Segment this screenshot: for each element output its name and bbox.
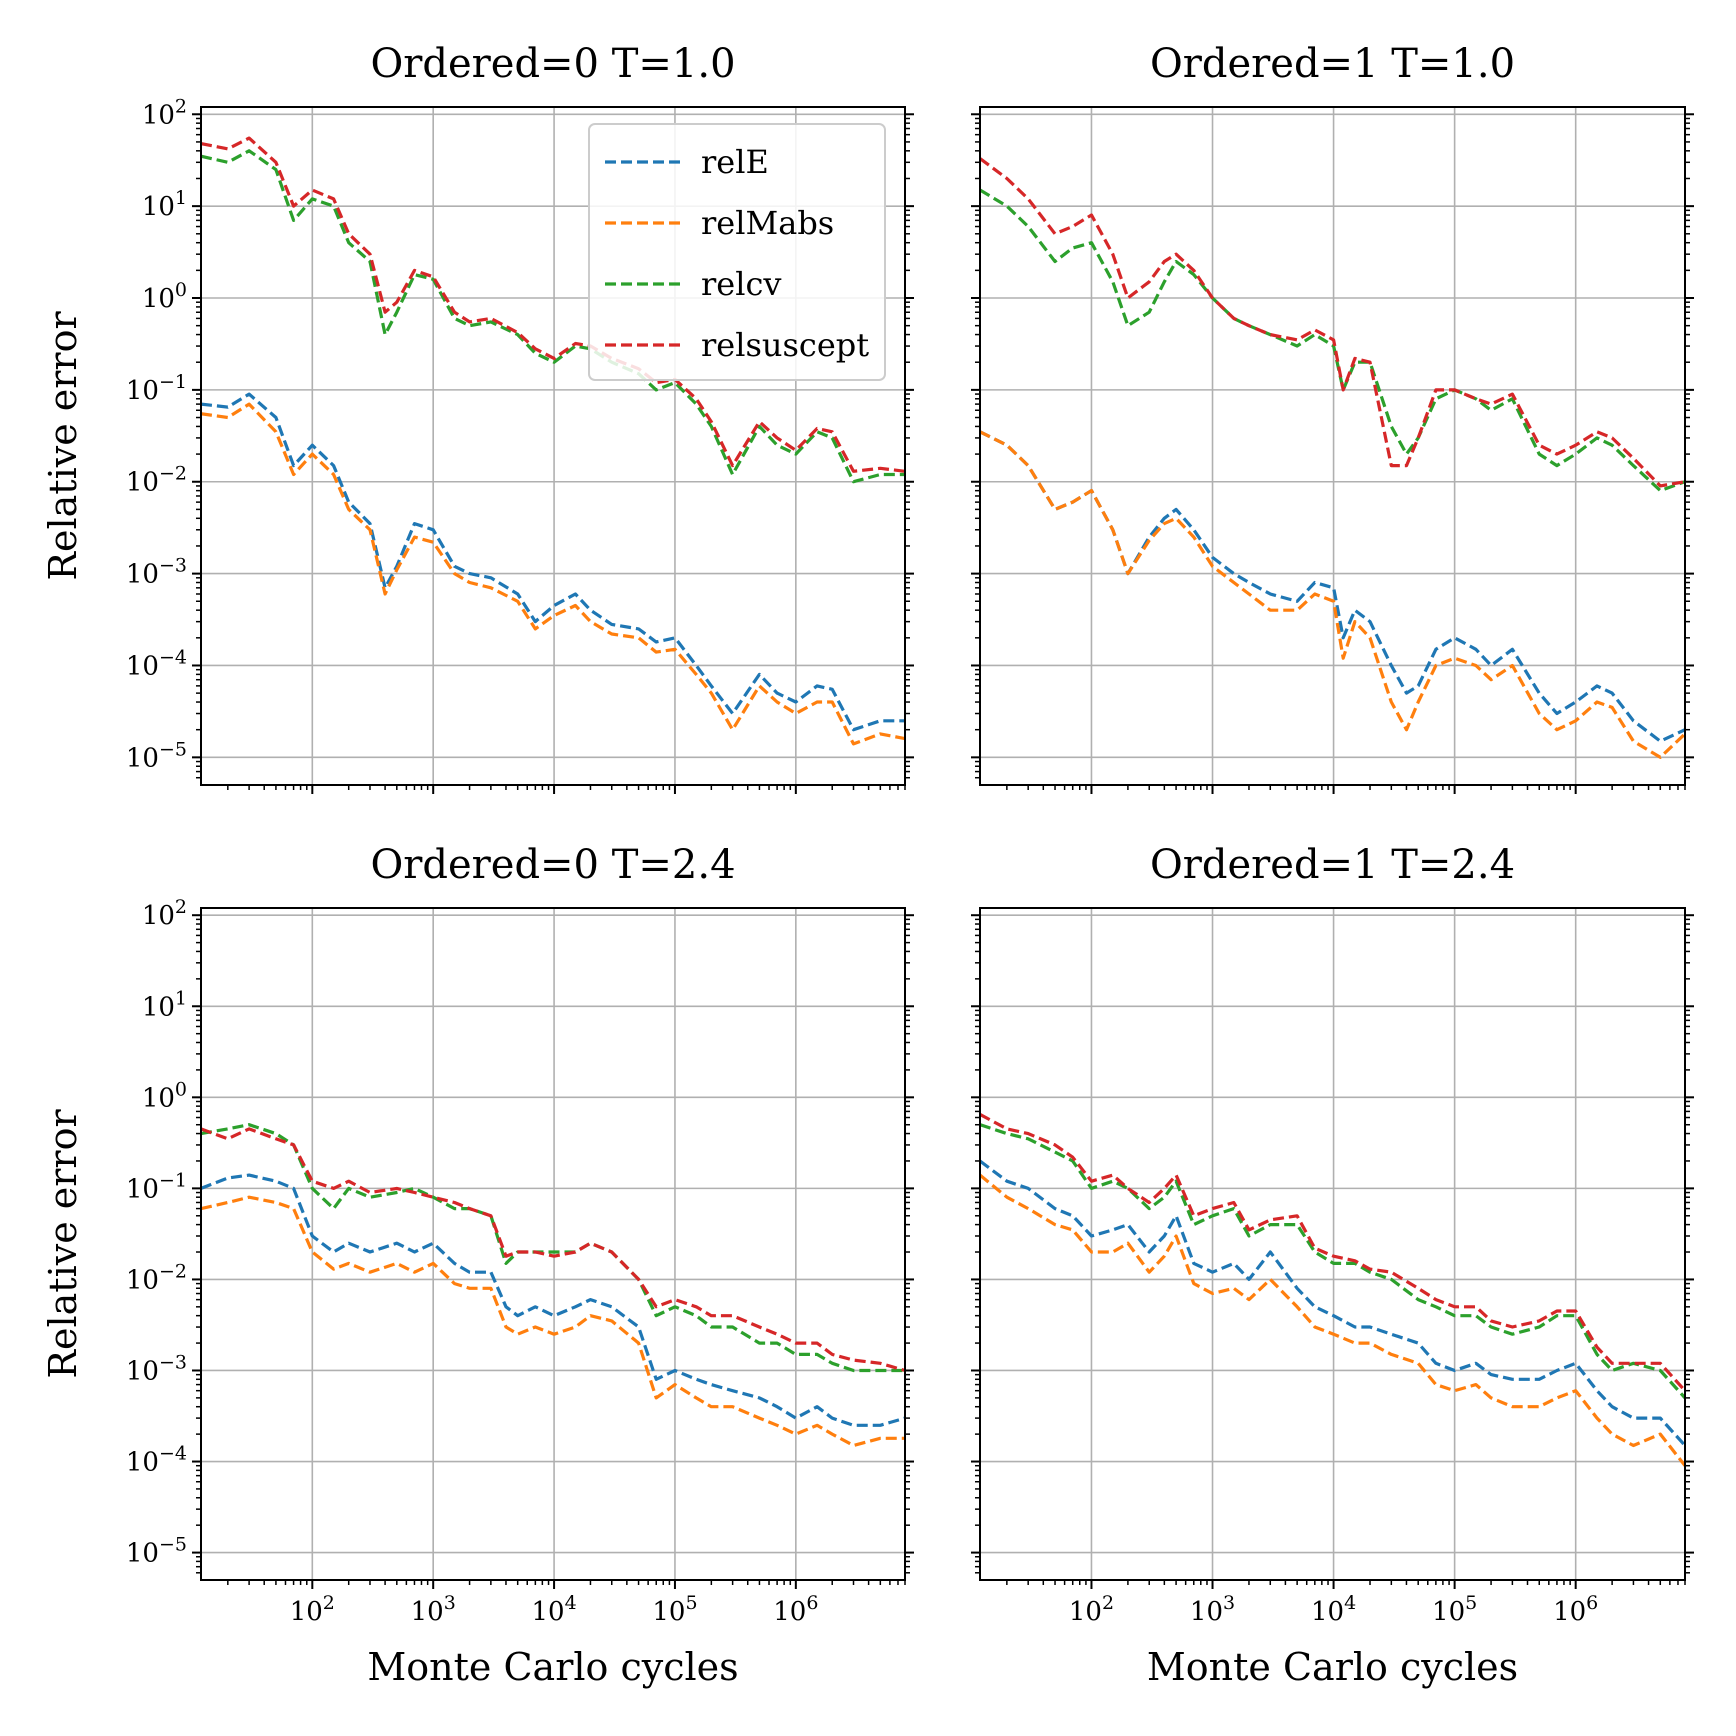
x-tick-label: 105 [652,1592,697,1627]
subplot-title: Ordered=1 T=2.4 [1150,842,1515,888]
y-tick-label: 101 [142,187,187,222]
axes-frame [200,907,906,1581]
y-tick-label: 10−2 [126,1260,187,1295]
y-tick-label: 10−4 [126,646,187,681]
legend-box [588,123,886,381]
y-tick-label: 100 [142,279,187,314]
series-line-relcv [201,1123,905,1373]
series-group [980,1112,1685,1467]
y-tick-label: 10−4 [126,1443,187,1478]
y-tick-label: 100 [142,1078,187,1113]
series-line-relsuscept [980,157,1685,488]
subplot-title: Ordered=0 T=2.4 [370,842,735,888]
series-line-relsuscept [980,1112,1685,1392]
x-tick-label: 106 [773,1592,818,1627]
series-line-relsuscept [201,136,905,473]
x-tick-label: 104 [1311,1592,1356,1627]
x-tick-label: 103 [1190,1592,1235,1627]
x-tick-label: 102 [1069,1592,1114,1627]
x-tick-label: 103 [411,1592,456,1627]
y-tick-label: 10−5 [126,1534,187,1569]
x-tick-label: 104 [531,1592,576,1627]
series-line-relMabs [980,430,1685,759]
y-tick-label: 10−1 [126,371,187,406]
y-axis-label: Relative error [41,311,85,581]
series-line-relE [201,1173,905,1427]
ticks [971,914,1694,1589]
x-axis-label: Monte Carlo cycles [1147,1645,1518,1689]
subplot-title: Ordered=1 T=1.0 [1150,41,1515,87]
x-tick-label: 102 [290,1592,335,1627]
y-tick-label: 102 [142,95,187,130]
series-group [201,136,905,746]
legend: relE relMabs relcv relsuscept [588,123,886,381]
series-line-relMabs [980,1173,1685,1467]
axes-frame [979,907,1686,1581]
series-line-relMabs [201,402,905,746]
axes-frame [979,106,1686,786]
series-group [201,1123,905,1448]
y-tick-label: 10−1 [126,1169,187,1204]
legend-label-relMabs: relMabs [701,204,834,242]
series-line-relE [201,392,905,732]
y-tick-label: 101 [142,987,187,1022]
subplot-1: 102 101 100 10−1 10−2 10−3 10−4 10−5 Relative er… [41,41,914,794]
y-tick-label: 10−5 [126,738,187,773]
subplot-4: 102 103 104 105 106 Monte Carlo cycles Ordered… [971,842,1694,1689]
x-tick-label: 105 [1432,1592,1477,1627]
grid [201,908,905,1580]
x-tick-label: 106 [1553,1592,1598,1627]
ticks [971,113,1694,794]
subplot-title: Ordered=0 T=1.0 [370,41,735,87]
y-tick-label: 10−3 [126,1351,187,1386]
x-axis-label: Monte Carlo cycles [367,1645,738,1689]
y-tick-label: 10−3 [126,555,187,590]
ticks [192,113,914,794]
subplot-3: 102 101 100 10−1 10−2 10−3 10−4 10−5 Relative er… [41,842,914,1689]
grid [201,107,905,785]
series-line-relcv [980,1123,1685,1399]
legend-label-relcv: relcv [701,265,781,303]
grid [980,908,1685,1580]
series-line-relE [980,1159,1685,1447]
y-tick-label: 10−2 [126,463,187,498]
axes-frame [200,106,906,786]
subplot-2: Ordered=1 T=1.0 [971,41,1694,794]
series-line-relcv [201,149,905,484]
ticks [192,914,914,1589]
grid [980,107,1685,785]
legend-label-relsuscept: relsuscept [701,326,869,364]
legend-label-relE: relE [701,143,769,181]
y-axis-label: Relative error [41,1109,85,1379]
series-group [980,157,1685,759]
y-tick-label: 102 [142,896,187,931]
series-line-relE [980,430,1685,743]
series-line-relMabs [201,1195,905,1448]
